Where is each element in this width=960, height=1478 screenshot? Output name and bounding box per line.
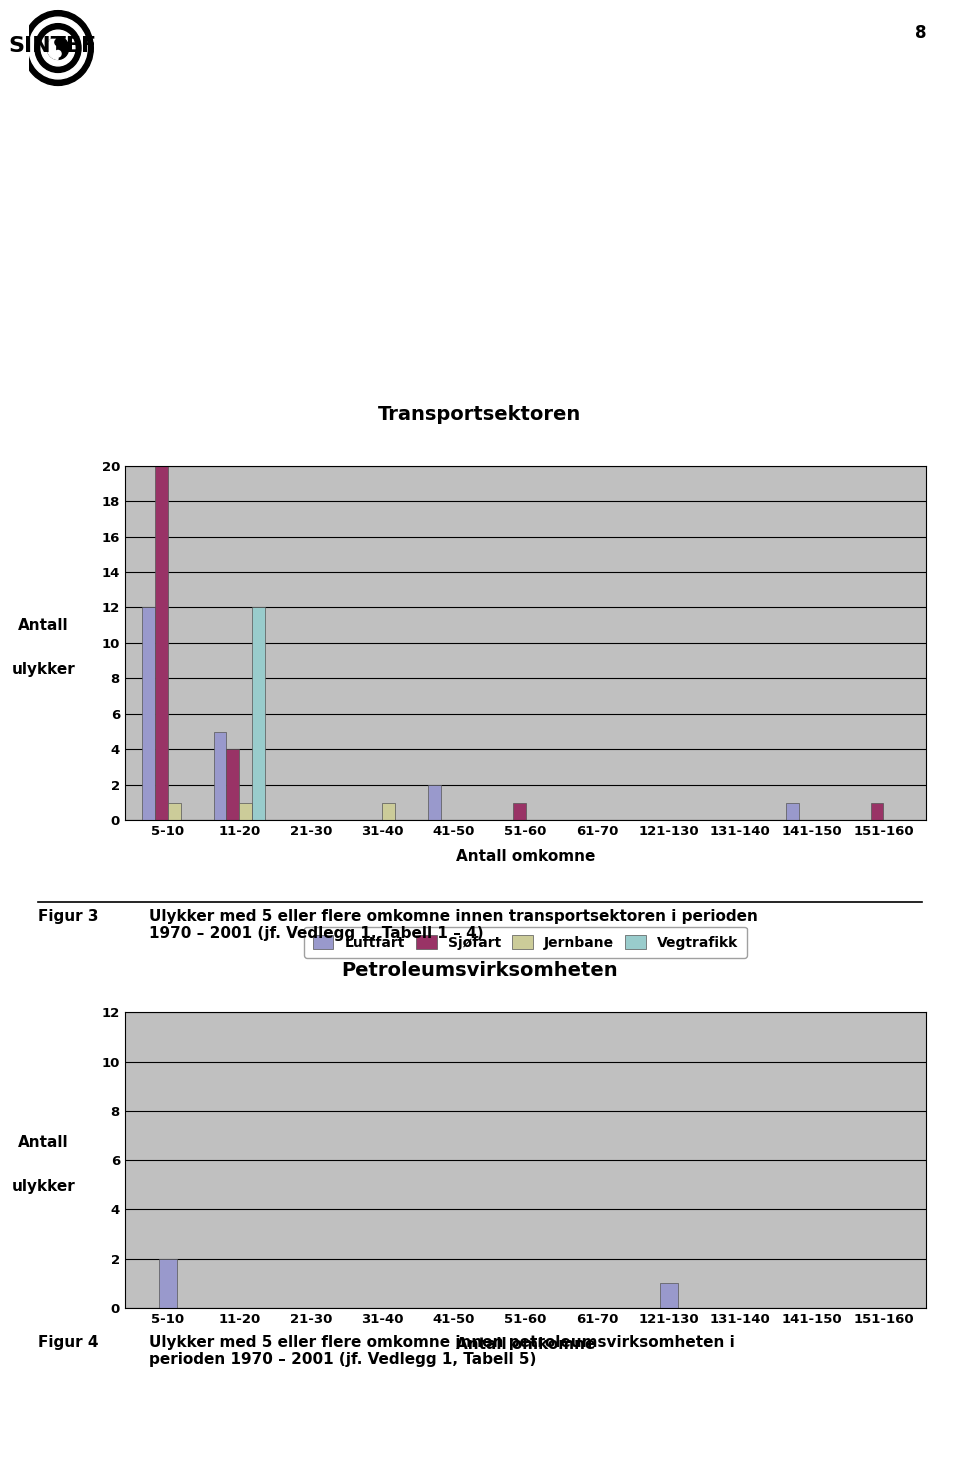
Bar <box>142 607 155 820</box>
Text: 8: 8 <box>915 24 926 41</box>
Bar <box>871 803 883 820</box>
Bar <box>382 803 396 820</box>
Text: Ulykker med 5 eller flere omkomne innen petroleumsvirksomheten i
perioden 1970 –: Ulykker med 5 eller flere omkomne innen … <box>149 1335 734 1367</box>
Bar <box>513 803 525 820</box>
Bar <box>168 803 180 820</box>
Text: Figur 4: Figur 4 <box>38 1335 99 1349</box>
Circle shape <box>35 24 81 72</box>
Bar <box>660 1283 678 1308</box>
Text: Antall: Antall <box>18 1135 68 1150</box>
Text: ulykker: ulykker <box>12 1179 75 1194</box>
Circle shape <box>55 50 61 58</box>
Circle shape <box>41 30 75 67</box>
X-axis label: Antall omkomne: Antall omkomne <box>456 850 595 865</box>
Wedge shape <box>47 37 58 59</box>
Bar <box>155 466 168 820</box>
Text: Ulykker med 5 eller flere omkomne innen transportsektoren i perioden
1970 – 2001: Ulykker med 5 eller flere omkomne innen … <box>149 909 757 941</box>
Circle shape <box>55 38 61 46</box>
Circle shape <box>23 10 93 86</box>
Legend: Luftfart, Sjøfart, Jernbane, Vegtrafikk: Luftfart, Sjøfart, Jernbane, Vegtrafikk <box>304 927 747 958</box>
Bar <box>158 1259 177 1308</box>
Circle shape <box>47 37 69 59</box>
Text: ulykker: ulykker <box>12 662 75 677</box>
Bar <box>786 803 799 820</box>
Text: Antall: Antall <box>18 618 68 633</box>
Bar <box>239 803 252 820</box>
X-axis label: Antall omkomne: Antall omkomne <box>456 1338 595 1352</box>
Bar <box>213 732 227 820</box>
Circle shape <box>29 18 87 78</box>
Bar <box>252 607 265 820</box>
Text: Figur 3: Figur 3 <box>38 909 99 924</box>
Bar <box>428 785 442 820</box>
Text: Transportsektoren: Transportsektoren <box>378 405 582 424</box>
Bar <box>227 749 239 820</box>
Text: SINTEF: SINTEF <box>9 37 96 56</box>
Text: Petroleumsvirksomheten: Petroleumsvirksomheten <box>342 961 618 980</box>
